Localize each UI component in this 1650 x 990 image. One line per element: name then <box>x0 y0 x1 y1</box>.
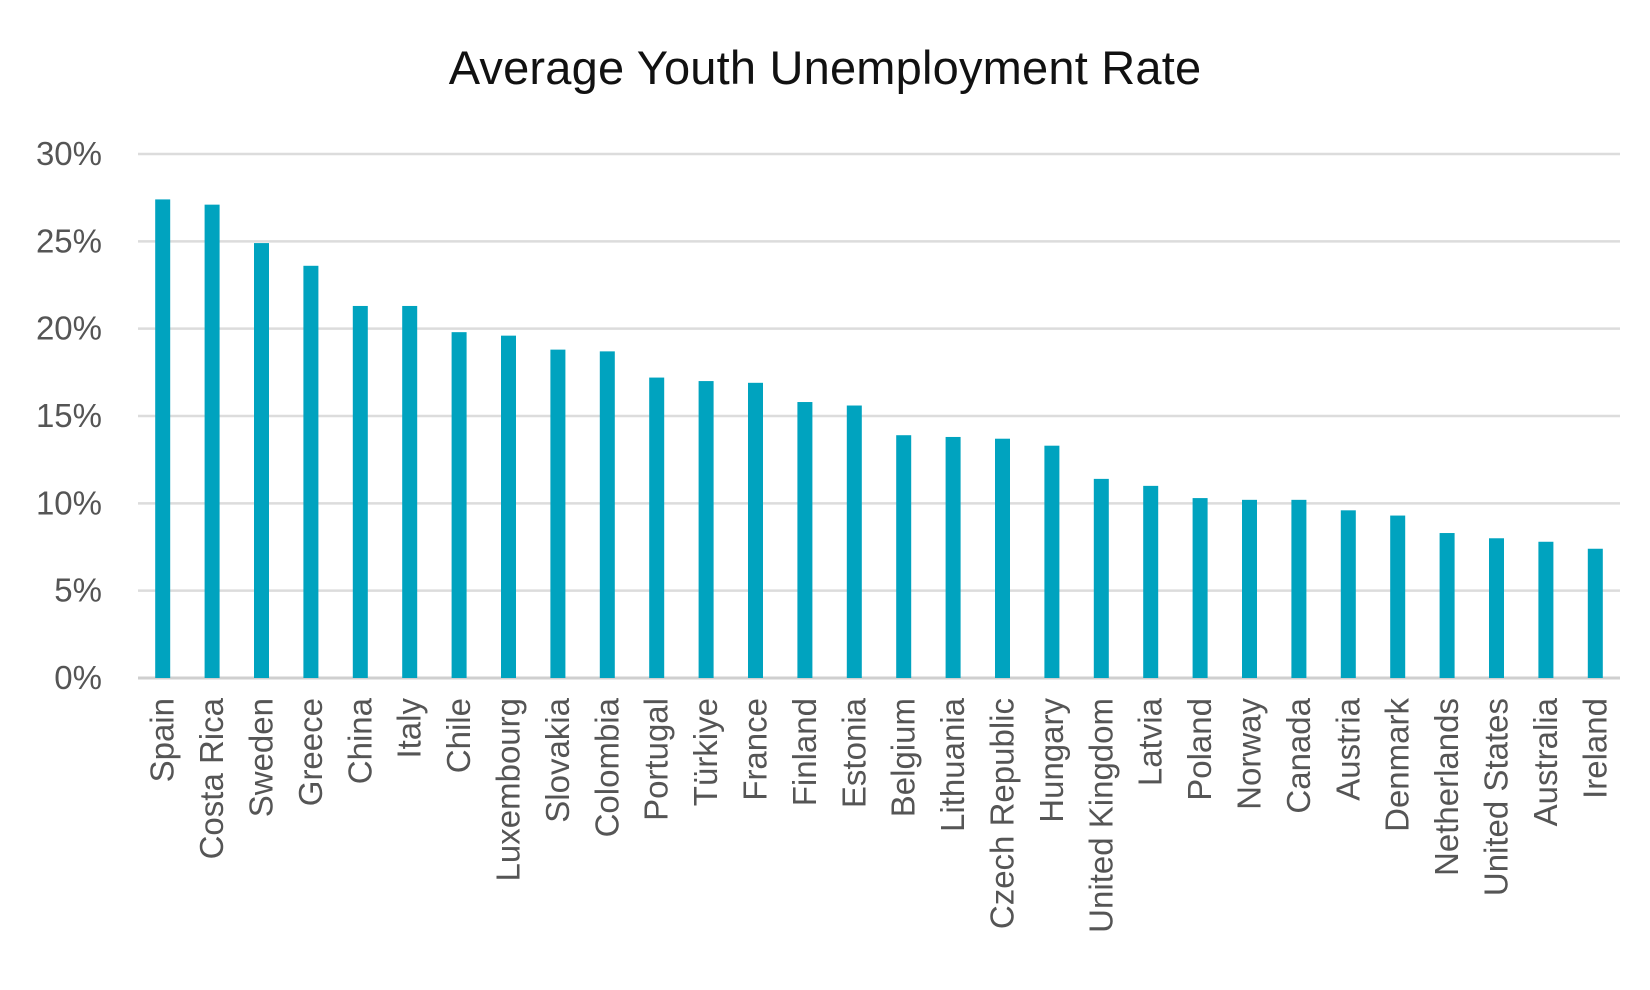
bar-estonia <box>846 405 862 678</box>
bar-netherlands <box>1439 533 1455 678</box>
x-category-label: Finland <box>786 698 823 806</box>
bar-austria <box>1340 510 1356 678</box>
x-category-label: Portugal <box>638 698 675 821</box>
x-category-label: Slovakia <box>539 697 576 822</box>
bar-italy <box>402 305 418 678</box>
bar-australia <box>1538 541 1554 678</box>
bar-portugal <box>649 377 665 678</box>
bar-slovakia <box>550 349 566 678</box>
bar-chile <box>451 332 467 678</box>
x-category-label: Sweden <box>243 698 280 817</box>
bar-canada <box>1291 499 1307 678</box>
y-tick-label: 10% <box>36 484 102 521</box>
bar-luxembourg <box>501 335 516 678</box>
x-category-label: Canada <box>1280 697 1317 813</box>
x-axis-category-labels: Spain Costa Rica Sweden Greece China Italy Chi… <box>144 697 1614 932</box>
x-category-label: Colombia <box>588 697 625 837</box>
x-category-label: Czech Republic <box>984 698 1021 929</box>
y-tick-label: 30% <box>36 135 102 172</box>
bar-colombia <box>599 351 615 678</box>
bar-latvia <box>1143 485 1159 678</box>
x-category-label: France <box>737 698 774 801</box>
x-category-label: China <box>341 697 378 784</box>
x-category-label: Austria <box>1329 697 1366 800</box>
x-category-label: Norway <box>1231 698 1268 810</box>
y-tick-label: 5% <box>54 572 102 609</box>
bar-greece <box>303 265 319 678</box>
y-tick-label: 15% <box>36 397 102 434</box>
y-tick-label: 20% <box>36 310 102 347</box>
bar-t-rkiye <box>698 381 714 678</box>
bar-finland <box>797 402 813 678</box>
bar-united-states <box>1489 538 1504 678</box>
x-category-label: Chile <box>440 698 477 773</box>
bar-belgium <box>896 435 912 678</box>
bar-spain <box>155 199 171 678</box>
x-category-label: Australia <box>1527 697 1564 826</box>
bar-lithuania <box>945 436 961 678</box>
y-tick-label: 0% <box>54 659 102 696</box>
chart-title: Average Youth Unemployment Rate <box>448 41 1202 94</box>
bar-united-kingdom <box>1093 478 1109 678</box>
x-category-label: United Kingdom <box>1082 698 1119 933</box>
x-category-label: Greece <box>292 698 329 806</box>
x-category-label: Spain <box>144 698 181 782</box>
x-category-label: Netherlands <box>1428 698 1465 876</box>
bar-series <box>155 199 1603 678</box>
bar-poland <box>1192 498 1208 678</box>
x-category-label: Ireland <box>1576 698 1613 799</box>
x-category-label: Italy <box>391 698 428 759</box>
x-category-label: Hungary <box>1033 698 1070 823</box>
bar-sweden <box>254 243 269 678</box>
x-category-label: Luxembourg <box>490 698 527 881</box>
x-category-label: Costa Rica <box>193 697 230 859</box>
x-category-label: Belgium <box>885 698 922 817</box>
bar-ireland <box>1587 548 1603 678</box>
bar-czech-republic <box>995 438 1010 678</box>
x-category-label: Denmark <box>1379 698 1416 832</box>
x-category-label: United States <box>1478 698 1515 896</box>
bar-france <box>748 382 763 678</box>
bar-hungary <box>1044 445 1060 678</box>
x-category-label: Latvia <box>1132 697 1169 786</box>
bar-norway <box>1242 499 1257 678</box>
bar-china <box>352 305 368 678</box>
x-category-label: Lithuania <box>934 697 971 832</box>
bar-costa-rica <box>204 204 220 678</box>
x-category-label: Estonia <box>835 697 872 808</box>
x-category-label: Poland <box>1181 698 1218 801</box>
y-axis-tick-labels: 0% 5% 10% 15% 20% 25% 30% <box>36 135 102 696</box>
x-category-label: Türkiye <box>687 698 724 806</box>
bar-denmark <box>1390 515 1406 678</box>
gridlines <box>138 152 1620 680</box>
y-tick-label: 25% <box>36 222 102 259</box>
